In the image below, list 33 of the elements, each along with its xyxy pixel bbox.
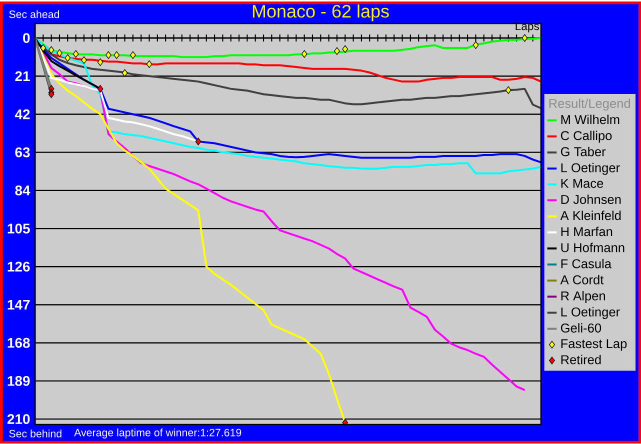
legend-label: F Casula — [561, 259, 612, 269]
y-tick-label: 63 — [15, 148, 30, 158]
y-tick-label: 42 — [14, 110, 30, 120]
y-axis-title: Sec ahead — [9, 10, 60, 18]
legend-label: M Wilhelm — [561, 114, 620, 124]
legend-title: Result/Legend — [549, 98, 630, 111]
y-tick-label: 168 — [8, 338, 30, 348]
y-tick-label: 210 — [7, 414, 30, 424]
y-tick-label: 0 — [23, 33, 30, 44]
legend-label: Retired — [561, 355, 601, 364]
y-tick-label: 21 — [15, 71, 30, 82]
x-axis-title: Laps — [516, 22, 539, 33]
y-tick-label: 189 — [8, 376, 30, 386]
legend-label: L Oetinger — [561, 163, 620, 176]
legend-label: A Kleinfeld — [560, 210, 621, 220]
legend-label: U Hofmann — [561, 243, 624, 252]
text: Sec behind — [9, 430, 62, 438]
legend-label: H Marfan — [561, 226, 612, 236]
legend-label: G Taber — [560, 147, 606, 156]
legend-label: Geli-60 — [560, 323, 602, 333]
legend-label: C Callipo — [560, 131, 612, 143]
legend-label: L Oetinger — [561, 307, 620, 320]
y-tick-label: 126 — [8, 262, 30, 272]
legend-label: R Alpen — [561, 291, 605, 304]
legend-label: A Cordt — [560, 275, 604, 285]
text: Average laptime of winner:1:27.619 — [74, 428, 242, 439]
legend-label: Fastest Lap — [561, 339, 627, 351]
y-tick-label: 84 — [15, 186, 30, 196]
y-tick-label: 147 — [8, 300, 30, 310]
legend-label: K Mace — [561, 179, 604, 188]
legend-label: D Johnsen — [561, 194, 621, 204]
chart-title: Monaco - 62 laps — [252, 4, 389, 22]
y-tick-label: 105 — [8, 224, 30, 234]
